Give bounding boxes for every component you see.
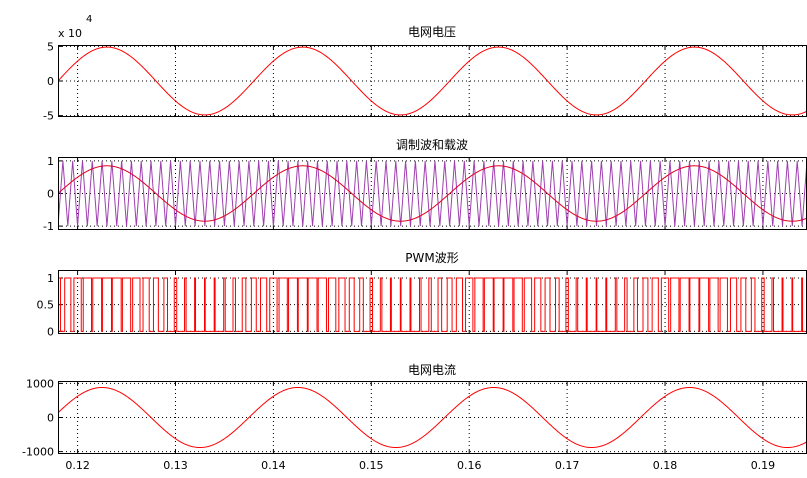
y-tick-label: 5 (47, 40, 54, 53)
y-tick-label: 0 (47, 412, 54, 425)
x-tick-label: 0.13 (163, 459, 188, 472)
x-tick-label: 0.15 (359, 459, 384, 472)
y-exponent-label: x 10 (58, 27, 82, 40)
subplot-title: 电网电压 (408, 25, 456, 39)
y-exponent-power: 4 (86, 14, 92, 25)
subplot-title: PWM波形 (405, 251, 458, 265)
y-tick-label: 0 (47, 325, 54, 338)
subplot-title: 电网电流 (408, 363, 456, 377)
y-tick-label: -5 (43, 110, 54, 123)
y-tick-label: 1 (47, 272, 54, 285)
x-tick-label: 0.14 (261, 459, 286, 472)
x-tick-label: 0.18 (653, 459, 678, 472)
y-tick-label: 1000 (26, 377, 54, 390)
y-tick-label: 0 (47, 75, 54, 88)
x-tick-label: 0.19 (751, 459, 776, 472)
y-tick-label: 0 (47, 188, 54, 201)
x-tick-label: 0.16 (457, 459, 482, 472)
x-tick-label: 0.12 (65, 459, 90, 472)
plot-area (58, 270, 807, 334)
subplot-title: 调制波和载波 (396, 138, 468, 152)
y-tick-label: -1000 (22, 446, 54, 459)
y-tick-label: -1 (43, 220, 54, 233)
x-tick-label: 0.17 (555, 459, 580, 472)
y-tick-label: 1 (47, 155, 54, 168)
y-tick-label: 0.5 (37, 299, 55, 312)
